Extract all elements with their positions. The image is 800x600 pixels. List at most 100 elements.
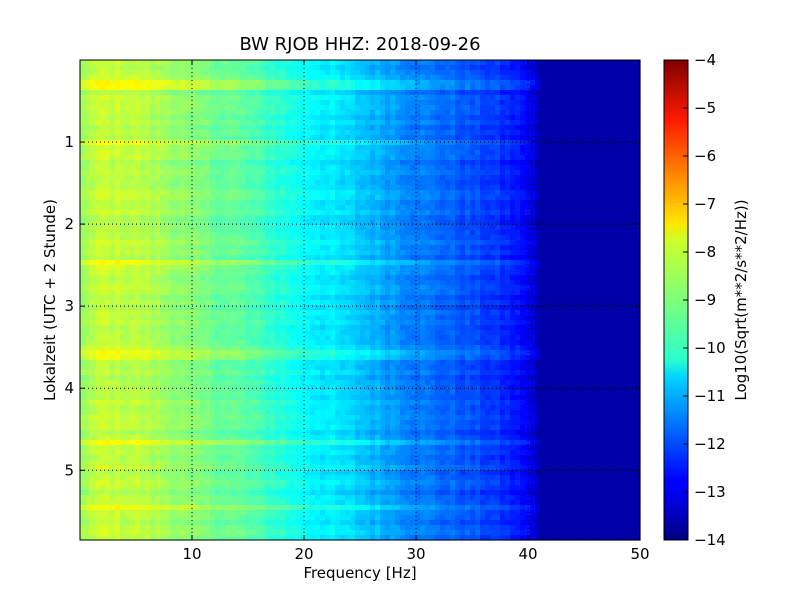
- heatmap-cell: [425, 235, 431, 241]
- heatmap-cell: [215, 70, 221, 76]
- heatmap-cell: [200, 160, 206, 166]
- heatmap-cell: [405, 255, 411, 261]
- heatmap-cell: [200, 200, 206, 206]
- heatmap-cell: [330, 235, 336, 241]
- heatmap-cell: [495, 145, 501, 151]
- heatmap-cell: [530, 165, 536, 171]
- heatmap-cell: [620, 85, 626, 91]
- heatmap-cell: [145, 215, 151, 221]
- heatmap-cell: [290, 200, 296, 206]
- heatmap-cell: [165, 85, 171, 91]
- heatmap-cell: [250, 60, 256, 66]
- heatmap-cell: [215, 185, 221, 191]
- heatmap-cell: [580, 270, 586, 276]
- heatmap-cell: [340, 165, 346, 171]
- heatmap-cell: [450, 115, 456, 121]
- heatmap-cell: [115, 60, 121, 66]
- heatmap-cell: [600, 95, 606, 101]
- heatmap-cell: [605, 140, 611, 146]
- heatmap-cell: [440, 125, 446, 131]
- heatmap-cell: [80, 70, 86, 76]
- heatmap-cell: [135, 115, 141, 121]
- heatmap-cell: [490, 100, 496, 106]
- heatmap-cell: [545, 260, 551, 266]
- heatmap-cell: [140, 165, 146, 171]
- heatmap-cell: [370, 230, 376, 236]
- heatmap-cell: [365, 90, 371, 96]
- heatmap-cell: [220, 245, 226, 251]
- heatmap-cell: [220, 250, 226, 256]
- heatmap-cell: [100, 200, 106, 206]
- heatmap-cell: [370, 70, 376, 76]
- heatmap-cell: [155, 65, 161, 71]
- heatmap-cell: [85, 65, 91, 71]
- heatmap-cell: [125, 235, 131, 241]
- heatmap-cell: [330, 125, 336, 131]
- heatmap-cell: [155, 275, 161, 281]
- heatmap-cell: [425, 135, 431, 141]
- heatmap-cell: [460, 250, 466, 256]
- heatmap-cell: [375, 140, 381, 146]
- heatmap-cell: [595, 75, 601, 81]
- heatmap-cell: [390, 190, 396, 196]
- heatmap-cell: [150, 125, 156, 131]
- heatmap-cell: [620, 245, 626, 251]
- heatmap-cell: [505, 245, 511, 251]
- heatmap-cell: [490, 195, 496, 201]
- heatmap-cell: [250, 200, 256, 206]
- heatmap-cell: [600, 85, 606, 91]
- heatmap-cell: [200, 110, 206, 116]
- heatmap-cell: [500, 210, 506, 216]
- heatmap-cell: [365, 75, 371, 81]
- heatmap-cell: [350, 185, 356, 191]
- heatmap-cell: [220, 165, 226, 171]
- heatmap-cell: [310, 130, 316, 136]
- heatmap-cell: [490, 125, 496, 131]
- heatmap-cell: [320, 160, 326, 166]
- heatmap-cell: [305, 110, 311, 116]
- heatmap-cell: [285, 220, 291, 226]
- heatmap-cell: [385, 195, 391, 201]
- heatmap-cell: [305, 90, 311, 96]
- heatmap-cell: [320, 75, 326, 81]
- heatmap-cell: [135, 270, 141, 276]
- heatmap-cell: [375, 205, 381, 211]
- heatmap-cell: [200, 105, 206, 111]
- heatmap-cell: [165, 245, 171, 251]
- heatmap-cell: [600, 100, 606, 106]
- heatmap-cell: [90, 60, 96, 66]
- heatmap-cell: [485, 225, 491, 231]
- heatmap-cell: [620, 255, 626, 261]
- heatmap-cell: [300, 160, 306, 166]
- heatmap-cell: [575, 160, 581, 166]
- heatmap-cell: [260, 250, 266, 256]
- heatmap-cell: [440, 265, 446, 271]
- heatmap-cell: [615, 260, 621, 266]
- heatmap-cell: [475, 135, 481, 141]
- heatmap-cell: [210, 150, 216, 156]
- heatmap-cell: [340, 75, 346, 81]
- heatmap-cell: [170, 195, 176, 201]
- heatmap-cell: [425, 180, 431, 186]
- heatmap-cell: [585, 170, 591, 176]
- heatmap-cell: [425, 150, 431, 156]
- heatmap-cell: [275, 100, 281, 106]
- heatmap-cell: [280, 75, 286, 81]
- heatmap-cell: [90, 70, 96, 76]
- heatmap-cell: [365, 200, 371, 206]
- heatmap-cell: [505, 205, 511, 211]
- heatmap-cell: [445, 250, 451, 256]
- heatmap-cell: [495, 240, 501, 246]
- heatmap-cell: [590, 180, 596, 186]
- heatmap-cell: [135, 280, 141, 286]
- heatmap-cell: [230, 140, 236, 146]
- heatmap-cell: [630, 105, 636, 111]
- heatmap-cell: [170, 265, 176, 271]
- heatmap-cell: [385, 280, 391, 286]
- heatmap-cell: [480, 150, 486, 156]
- heatmap-cell: [380, 160, 386, 166]
- heatmap-cell: [290, 70, 296, 76]
- heatmap-cell: [585, 130, 591, 136]
- heatmap-cell: [445, 105, 451, 111]
- heatmap-cell: [510, 180, 516, 186]
